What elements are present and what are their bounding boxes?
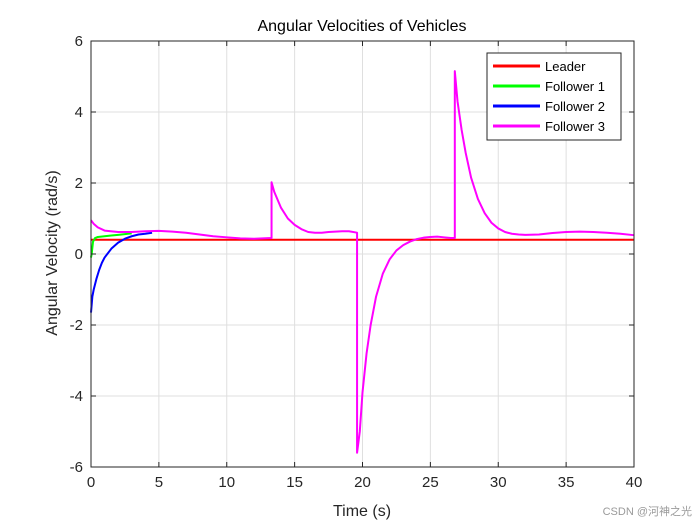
y-tick-labels: -6 -4 -2 0 2 4 6 xyxy=(70,33,83,476)
legend-label-follower-2: Follower 2 xyxy=(545,99,605,114)
y-axis-label: Angular Velocity (rad/s) xyxy=(44,170,61,335)
watermark: CSDN @河神之光 xyxy=(602,506,692,518)
x-tick-labels: 0 5 10 15 20 25 30 35 40 xyxy=(87,474,643,491)
x-tick-label: 40 xyxy=(626,474,643,491)
y-tick-label: 2 xyxy=(75,175,83,192)
x-tick-label: 5 xyxy=(155,474,163,491)
x-tick-label: 25 xyxy=(422,474,439,491)
legend-label-leader: Leader xyxy=(545,59,586,74)
series-line-follower-3 xyxy=(90,70,635,454)
y-tick-label: -6 xyxy=(70,459,83,476)
series-line-follower-2 xyxy=(90,231,153,313)
x-tick-label: 15 xyxy=(286,474,303,491)
legend-label-follower-1: Follower 1 xyxy=(545,79,605,94)
x-tick-label: 0 xyxy=(87,474,95,491)
y-tick-label: -4 xyxy=(70,388,83,405)
series-line-follower-1 xyxy=(90,232,132,258)
legend: Leader Follower 1 Follower 2 Follower 3 xyxy=(486,52,622,141)
x-tick-label: 35 xyxy=(558,474,575,491)
y-tick-label: 4 xyxy=(75,104,83,121)
y-tick-label: -2 xyxy=(70,317,83,334)
x-tick-label: 30 xyxy=(490,474,507,491)
legend-label-follower-3: Follower 3 xyxy=(545,119,605,134)
series-layer xyxy=(90,70,635,454)
x-tick-label: 20 xyxy=(354,474,371,491)
y-tick-label: 6 xyxy=(75,33,83,50)
x-axis-label: Time (s) xyxy=(333,503,391,520)
x-tick-label: 10 xyxy=(218,474,235,491)
y-tick-label: 0 xyxy=(75,246,83,263)
axis-ticks xyxy=(90,40,635,468)
chart-title: Angular Velocities of Vehicles xyxy=(257,18,466,35)
